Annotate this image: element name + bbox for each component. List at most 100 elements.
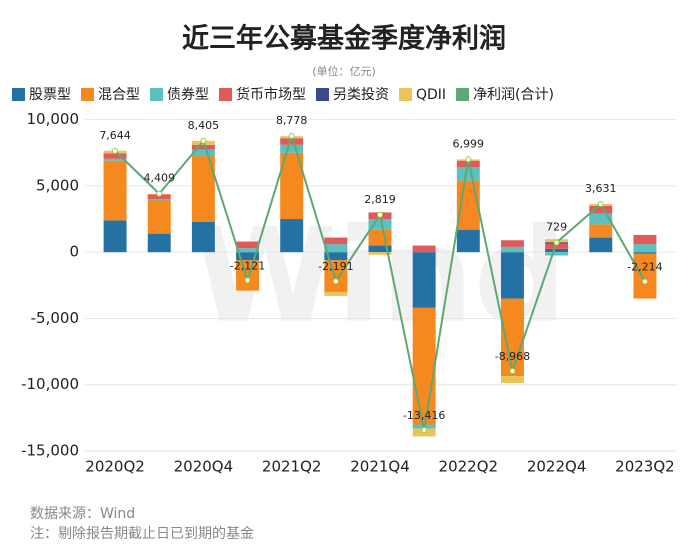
y-tick-label: -5,000	[31, 309, 79, 327]
bar-segment	[633, 244, 657, 253]
y-tick-label: -10,000	[21, 375, 79, 393]
bar-segment	[589, 224, 613, 238]
y-tick-label: 0	[69, 243, 79, 261]
bar-segment	[545, 248, 569, 253]
net-profit-point	[288, 132, 295, 139]
bar-segment	[324, 260, 348, 292]
bar-segment	[103, 220, 127, 253]
bar-segment	[633, 253, 657, 299]
bar-segment	[324, 237, 348, 245]
bar-segment	[324, 252, 348, 261]
bar-segment	[368, 219, 392, 230]
net-profit-point	[465, 156, 472, 163]
x-tick-label: 2020Q4	[174, 458, 234, 476]
net-profit-point	[200, 137, 207, 144]
bar-segment	[191, 221, 215, 253]
bar-segment	[103, 160, 127, 221]
x-tick-label: 2023Q2	[615, 458, 675, 476]
bar-segment	[236, 252, 260, 261]
bar-segment	[545, 243, 569, 249]
bar-segment	[147, 200, 171, 234]
net-profit-point	[597, 201, 604, 208]
data-label: -2,121	[230, 259, 265, 272]
legend-swatch	[316, 88, 329, 101]
data-label: -2,214	[627, 261, 662, 274]
data-label: 3,631	[585, 182, 617, 195]
bar-segment	[412, 245, 436, 253]
y-tick-label: 10,000	[27, 110, 80, 128]
bar-segment	[412, 307, 436, 425]
legend-label: 混合型	[98, 87, 140, 103]
bar-segment	[324, 244, 348, 253]
y-tick-label: -15,000	[21, 442, 79, 460]
bar-segment	[324, 291, 348, 296]
data-label: 2,819	[364, 193, 396, 206]
bar-segment	[368, 245, 392, 253]
net-profit-point	[553, 239, 560, 246]
legend-label: 另类投资	[333, 87, 389, 103]
bar-segment	[103, 153, 127, 159]
bar-segment	[191, 156, 215, 222]
net-profit-point	[156, 190, 163, 197]
bar-segment	[456, 229, 480, 253]
legend-label: QDII	[416, 87, 446, 103]
bar-segment	[500, 246, 524, 253]
chart-title: 近三年公募基金季度净利润	[182, 23, 506, 55]
net-profit-point	[421, 427, 428, 434]
net-profit-point	[244, 277, 251, 284]
data-label: -2,191	[318, 260, 353, 273]
net-profit-point	[509, 368, 516, 375]
legend-swatch	[81, 88, 94, 101]
data-label: -8,968	[495, 350, 530, 363]
data-label: 8,405	[188, 119, 220, 132]
data-label: 7,644	[99, 129, 131, 142]
data-label: 6,999	[453, 137, 485, 150]
bar-segment	[103, 158, 127, 161]
data-label: 8,778	[276, 114, 308, 127]
bar-segment	[368, 252, 392, 255]
x-tick-label: 2021Q4	[350, 458, 410, 476]
bar-segment	[280, 144, 304, 153]
bar-segment	[147, 194, 171, 200]
legend-swatch	[219, 88, 232, 101]
bar-segment	[500, 376, 524, 384]
bar-segment	[589, 237, 613, 253]
data-label: 729	[546, 221, 567, 234]
bar-segment	[545, 252, 569, 256]
net-profit-point	[641, 278, 648, 285]
net-profit-point	[377, 211, 383, 218]
bar-segment	[236, 241, 260, 249]
net-profit-point	[112, 147, 119, 154]
bar-segment	[280, 152, 304, 220]
bar-segment	[633, 252, 657, 254]
x-tick-label: 2021Q2	[262, 458, 322, 476]
bar-segment	[500, 252, 524, 299]
bar-segment	[280, 219, 304, 253]
bar-segment	[236, 248, 260, 253]
bar-segment	[589, 213, 613, 225]
legend-label: 债券型	[167, 87, 209, 103]
bar-segment	[236, 260, 260, 291]
legend-label: 股票型	[29, 87, 71, 103]
bar-segment	[147, 199, 171, 201]
legend-label: 净利润(合计)	[473, 87, 554, 103]
x-tick-label: 2022Q2	[439, 458, 499, 476]
legend-swatch	[456, 88, 470, 101]
x-tick-label: 2022Q4	[527, 458, 587, 476]
data-label: 4,409	[143, 172, 175, 185]
net-profit-point	[332, 278, 339, 285]
bar-segment	[500, 240, 524, 247]
legend-swatch	[150, 88, 163, 101]
bar-segment	[412, 252, 436, 308]
bar-segment	[191, 144, 215, 150]
bar-segment	[147, 233, 171, 253]
x-tick-label: 2020Q2	[85, 458, 145, 476]
y-tick-label: 5,000	[36, 176, 79, 194]
legend-swatch	[12, 88, 25, 101]
bar-segment	[589, 205, 613, 214]
source-note: 数据来源：Wind	[30, 506, 135, 522]
bar-segment	[280, 138, 304, 145]
data-label: -13,416	[403, 409, 445, 422]
legend-label: 货币市场型	[236, 86, 306, 103]
